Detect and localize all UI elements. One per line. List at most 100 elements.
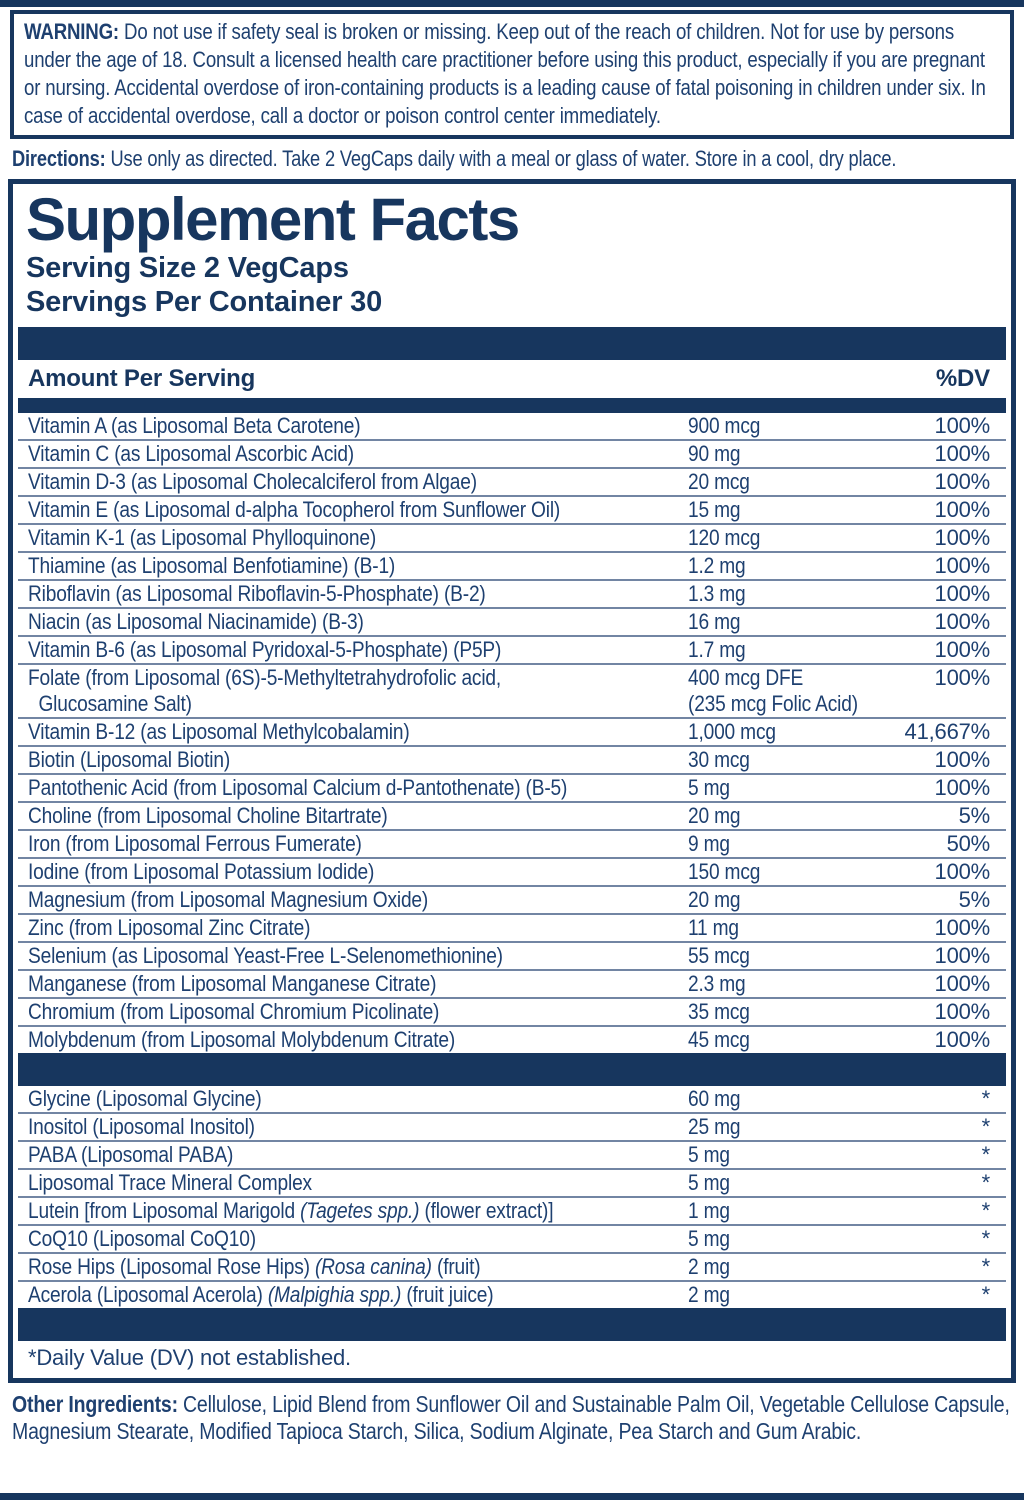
ingredient-amount: 55 mcg [688, 943, 750, 968]
ingredient-daily-value: * [981, 1086, 991, 1111]
table-row: CoQ10 (Liposomal CoQ10) 5 mg * [18, 1226, 1006, 1254]
table-row: Vitamin B-6 (as Liposomal Pyridoxal-5-Ph… [18, 637, 1006, 665]
table-row: Vitamin K-1 (as Liposomal Phylloquinone)… [18, 525, 1006, 553]
ingredient-daily-value: 100% [934, 441, 991, 466]
ingredient-name: PABA (Liposomal PABA) [28, 1142, 234, 1167]
nutrients-table: Vitamin A (as Liposomal Beta Carotene) 90… [18, 413, 1006, 1053]
ingredient-name: Vitamin B-6 (as Liposomal Pyridoxal-5-Ph… [28, 637, 502, 662]
ingredient-name: Chromium (from Liposomal Chromium Picoli… [28, 999, 440, 1024]
directions-body: Use only as directed. Take 2 VegCaps dai… [110, 146, 897, 171]
other-ingredients: Other Ingredients: Cellulose, Lipid Blend… [12, 1391, 1016, 1445]
dv-header: %DV [935, 365, 990, 392]
ingredient-name: CoQ10 (Liposomal CoQ10) [28, 1226, 256, 1251]
ingredient-daily-value: 100% [934, 971, 991, 996]
ingredient-daily-value: 100% [934, 413, 991, 438]
ingredient-daily-value: 100% [934, 581, 991, 606]
table-row: Vitamin D-3 (as Liposomal Cholecalcifero… [18, 469, 1006, 497]
ingredient-daily-value: * [981, 1142, 991, 1167]
ingredient-name: Manganese (from Liposomal Manganese Citr… [28, 971, 437, 996]
ingredient-amount: 45 mcg [688, 1027, 750, 1052]
ingredient-amount: 1 mg [688, 1198, 730, 1223]
table-row: Vitamin C (as Liposomal Ascorbic Acid) 90… [18, 441, 1006, 469]
ingredient-name: Glycine (Liposomal Glycine) [28, 1086, 262, 1111]
table-row: Liposomal Trace Mineral Complex 5 mg * [18, 1170, 1006, 1198]
directions: Directions: Use only as directed. Take 2 … [12, 145, 1014, 173]
table-row: Zinc (from Liposomal Zinc Citrate) 11 mg 1… [18, 915, 1006, 943]
divider-bar-middle [18, 1053, 1006, 1086]
servings-per-container: Servings Per Container 30 [26, 286, 383, 318]
panel-title: Supplement Facts [26, 186, 520, 253]
table-row: Manganese (from Liposomal Manganese Citr… [18, 971, 1006, 999]
table-row: Glycine (Liposomal Glycine) 60 mg * [18, 1086, 1006, 1114]
warning-text: WARNING: Do not use if safety seal is bro… [24, 18, 1000, 130]
ingredient-name: Vitamin B-12 (as Liposomal Methylcobalam… [28, 719, 410, 744]
ingredient-amount: 30 mcg [688, 747, 750, 772]
ingredient-daily-value: 100% [934, 469, 991, 494]
table-row: Thiamine (as Liposomal Benfotiamine) (B-… [18, 553, 1006, 581]
ingredient-amount: 120 mcg [688, 525, 761, 550]
ingredient-amount: 11 mg [688, 915, 739, 940]
ingredient-daily-value: * [981, 1226, 991, 1251]
ingredient-daily-value: 41,667% [904, 719, 991, 744]
ingredient-amount: 90 mg [688, 441, 741, 466]
ingredient-name: Liposomal Trace Mineral Complex [28, 1170, 312, 1195]
divider-bar-header [18, 398, 1006, 413]
other-ingredients-label: Other Ingredients: [12, 1391, 178, 1417]
ingredient-name: Niacin (as Liposomal Niacinamide) (B-3) [28, 609, 364, 634]
ingredient-name: Zinc (from Liposomal Zinc Citrate) [28, 915, 311, 940]
ingredient-name: Vitamin D-3 (as Liposomal Cholecalcifero… [28, 469, 477, 494]
table-row: Inositol (Liposomal Inositol) 25 mg * [18, 1114, 1006, 1142]
table-row: Vitamin A (as Liposomal Beta Carotene) 90… [18, 413, 1006, 441]
ingredient-name: Choline (from Liposomal Choline Bitartra… [28, 803, 388, 828]
other-ingredients-text: Other Ingredients: Cellulose, Lipid Blend… [12, 1391, 1016, 1445]
ingredient-daily-value: * [981, 1254, 991, 1279]
serving-size: Serving Size 2 VegCaps [26, 252, 349, 284]
ingredient-name: Thiamine (as Liposomal Benfotiamine) (B-… [28, 553, 396, 578]
table-row: Biotin (Liposomal Biotin) 30 mcg 100% [18, 747, 1006, 775]
ingredient-amount: 900 mcg [688, 413, 761, 438]
table-row: Folate (from Liposomal (6S)-5-Methyltetr… [18, 665, 1006, 719]
ingredient-name: Biotin (Liposomal Biotin) [28, 747, 231, 772]
ingredient-amount: 1,000 mcg [688, 719, 776, 744]
ingredient-daily-value: 100% [934, 665, 991, 690]
ingredient-amount: 1.7 mg [688, 637, 746, 662]
other-ingredients-body: Cellulose, Lipid Blend from Sunflower Oi… [12, 1391, 1010, 1444]
divider-bar-top [18, 327, 1006, 360]
ingredient-name: Iodine (from Liposomal Potassium Iodide) [28, 859, 375, 884]
ingredient-daily-value: 5% [958, 803, 991, 828]
table-row: Magnesium (from Liposomal Magnesium Oxid… [18, 887, 1006, 915]
ingredient-daily-value: 100% [934, 999, 991, 1024]
ingredient-name: Riboflavin (as Liposomal Riboflavin-5-Ph… [28, 581, 486, 606]
ingredient-amount: 25 mg [688, 1114, 741, 1139]
ingredient-daily-value: 5% [958, 887, 991, 912]
ingredient-name: Vitamin A (as Liposomal Beta Carotene) [28, 413, 361, 438]
ingredient-daily-value: * [981, 1170, 991, 1195]
bottom-border-bar [0, 1493, 1024, 1500]
ingredient-amount: 15 mg [688, 497, 741, 522]
table-row: Pantothenic Acid (from Liposomal Calcium… [18, 775, 1006, 803]
ingredient-daily-value: 50% [946, 831, 991, 856]
table-row: Rose Hips (Liposomal Rose Hips) (Rosa ca… [18, 1254, 1006, 1282]
ingredient-name: Magnesium (from Liposomal Magnesium Oxid… [28, 887, 429, 912]
ingredient-daily-value: * [981, 1282, 991, 1307]
ingredient-name: Molybdenum (from Liposomal Molybdenum Ci… [28, 1027, 456, 1052]
ingredient-daily-value: 100% [934, 747, 991, 772]
ingredient-name: Selenium (as Liposomal Yeast-Free L-Sele… [28, 943, 503, 968]
ingredient-daily-value: 100% [934, 553, 991, 578]
table-row: Riboflavin (as Liposomal Riboflavin-5-Ph… [18, 581, 1006, 609]
ingredient-amount: 5 mg [688, 1170, 730, 1195]
directions-label: Directions: [12, 146, 106, 171]
divider-bar-bottom [18, 1308, 1006, 1341]
table-row: Selenium (as Liposomal Yeast-Free L-Sele… [18, 943, 1006, 971]
warning-body: Do not use if safety seal is broken or m… [24, 19, 986, 128]
amount-per-serving-header: Amount Per Serving [28, 365, 256, 392]
ingredient-amount: 1.2 mg [688, 553, 746, 578]
directions-text: Directions: Use only as directed. Take 2 … [12, 145, 896, 173]
ingredient-amount: 9 mg [688, 831, 730, 856]
ingredient-daily-value: 100% [934, 497, 991, 522]
ingredient-name: Vitamin C (as Liposomal Ascorbic Acid) [28, 441, 355, 466]
table-row: Chromium (from Liposomal Chromium Picoli… [18, 999, 1006, 1027]
ingredient-amount: 35 mcg [688, 999, 750, 1024]
ingredient-name: Folate (from Liposomal (6S)-5-Methyltetr… [28, 665, 502, 716]
